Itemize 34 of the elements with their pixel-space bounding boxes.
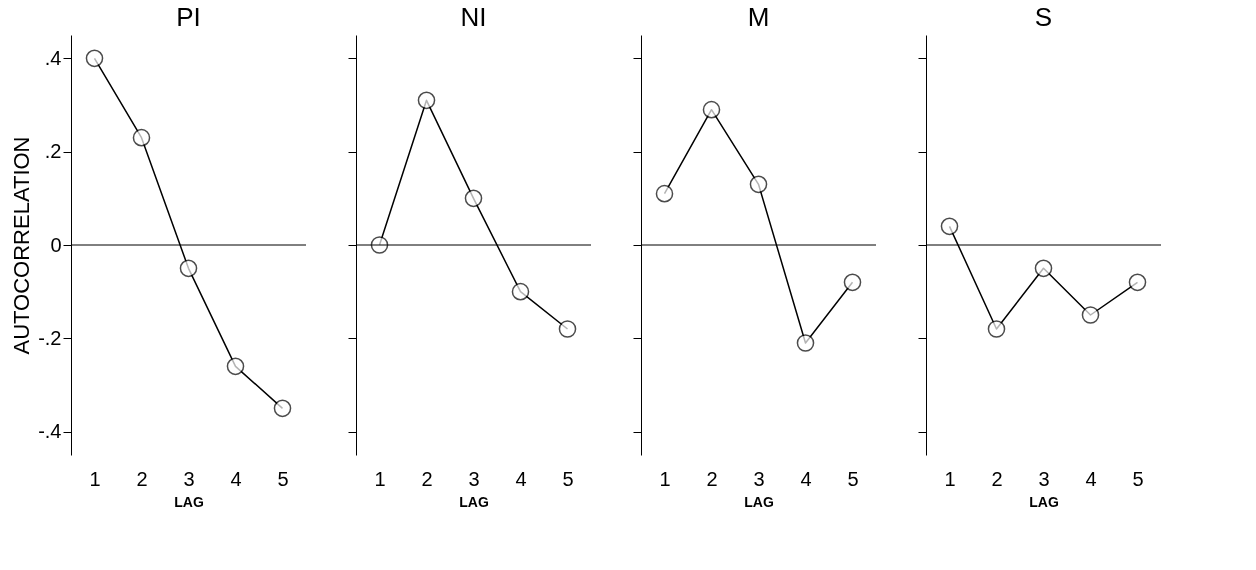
- x-tick-label: 1: [89, 467, 101, 490]
- y-tick-label: -.2: [38, 326, 62, 349]
- y-tick-label: .4: [44, 46, 62, 69]
- chart-title: S: [1034, 2, 1053, 32]
- x-tick-label: 1: [659, 467, 671, 490]
- x-tick-label: 4: [515, 467, 527, 490]
- x-tick-label: 5: [847, 467, 859, 490]
- x-tick-label: 5: [562, 467, 574, 490]
- x-tick-label: 1: [944, 467, 956, 490]
- x-tick-label: 2: [136, 467, 148, 490]
- x-tick-label: 5: [277, 467, 289, 490]
- x-tick-label: 3: [468, 467, 480, 490]
- x-tick-label: 3: [1038, 467, 1050, 490]
- x-axis-title: LAG: [459, 493, 489, 510]
- chart-title: PI: [176, 2, 201, 32]
- x-tick-label: 4: [230, 467, 242, 490]
- x-tick-label: 2: [991, 467, 1003, 490]
- chart-title: NI: [460, 2, 487, 32]
- y-tick-label: .2: [44, 140, 62, 163]
- x-axis-title: LAG: [744, 493, 774, 510]
- x-tick-label: 4: [800, 467, 812, 490]
- x-tick-label: 2: [421, 467, 433, 490]
- y-tick-label: 0: [50, 233, 62, 256]
- x-tick-label: 2: [706, 467, 718, 490]
- x-axis-title: LAG: [1029, 493, 1059, 510]
- y-tick-label: -.4: [38, 420, 62, 443]
- x-tick-label: 1: [374, 467, 386, 490]
- x-tick-label: 3: [753, 467, 765, 490]
- chart-title: M: [747, 2, 770, 32]
- x-axis-title: LAG: [174, 493, 204, 510]
- x-tick-label: 4: [1085, 467, 1097, 490]
- x-tick-label: 5: [1132, 467, 1144, 490]
- x-tick-label: 3: [183, 467, 195, 490]
- y-axis-title: AUTOCORRELATION: [9, 136, 35, 355]
